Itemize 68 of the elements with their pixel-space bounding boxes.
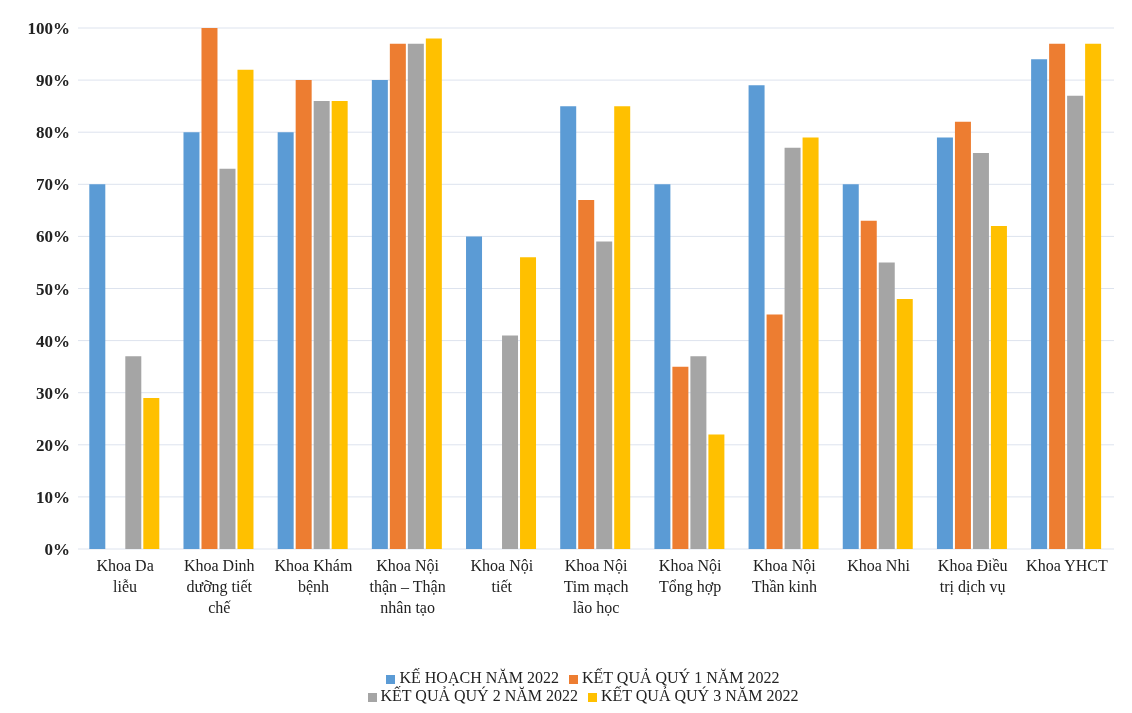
x-tick-label: Khoa Điều trị dịch vụ [937, 557, 1008, 595]
bar [143, 397, 160, 549]
bar [125, 356, 142, 549]
bar [313, 100, 330, 549]
bar [237, 69, 254, 549]
bar [614, 106, 631, 549]
bar [183, 132, 200, 549]
bar [425, 38, 442, 549]
x-tick-label: Khoa YHCT [1026, 557, 1108, 574]
bar [708, 434, 725, 549]
bar [672, 366, 689, 549]
y-tick-label: 80% [36, 123, 70, 143]
bar [389, 43, 406, 549]
bar [407, 43, 424, 549]
bar [201, 28, 218, 549]
y-tick-label: 40% [36, 331, 70, 351]
bar [520, 257, 537, 549]
bar [972, 153, 989, 549]
legend-label: KẾT QUẢ QUÝ 2 NĂM 2022 [380, 687, 578, 704]
bar [860, 220, 877, 549]
y-tick-label: 20% [36, 435, 70, 455]
bar [596, 241, 613, 549]
y-tick-label: 0% [44, 540, 70, 560]
y-tick-label: 10% [36, 487, 70, 507]
bar [1067, 95, 1084, 549]
legend-label: KẾT QUẢ QUÝ 3 NĂM 2022 [601, 687, 799, 704]
bar [896, 298, 913, 549]
bar [690, 356, 707, 549]
bar [295, 80, 312, 549]
y-tick-label: 100% [27, 19, 70, 39]
bar [502, 335, 519, 549]
bar [331, 100, 348, 549]
bar [560, 106, 577, 549]
bar [219, 168, 236, 549]
y-tick-label: 60% [36, 227, 70, 247]
bar [990, 225, 1007, 549]
y-tick-label: 90% [36, 71, 70, 91]
bar [766, 314, 783, 549]
x-tick-label: Khoa Nhi [847, 557, 911, 574]
bar [654, 184, 671, 549]
bar [748, 85, 765, 549]
bar [371, 80, 388, 549]
bar [578, 199, 595, 549]
bar [802, 137, 819, 549]
x-tick-label: Khoa Nội tiết [470, 557, 534, 595]
x-tick-label: Khoa Khám bệnh [274, 557, 353, 595]
y-tick-label: 50% [36, 279, 70, 299]
x-tick-label: Khoa Da liễu [96, 557, 154, 595]
bar [936, 137, 953, 549]
bar [842, 184, 859, 549]
bar [89, 184, 106, 549]
x-tick-label: Khoa Nội Tim mạch lão học [563, 557, 629, 616]
y-tick-label: 30% [36, 383, 70, 403]
x-tick-label: Khoa Nội Tổng hợp [658, 557, 723, 596]
bar [1085, 43, 1102, 549]
x-tick-label: Khoa Nội thận – Thận nhân tạo [369, 557, 446, 616]
y-tick-label: 70% [36, 175, 70, 195]
x-tick-label: Khoa Dinh dưỡng tiết chế [183, 557, 255, 616]
bar [1031, 59, 1048, 549]
legend-label: KẾT QUẢ QUÝ 1 NĂM 2022 [582, 669, 780, 686]
bar [954, 121, 971, 549]
bar [878, 262, 895, 549]
bar [466, 236, 483, 549]
bar [1049, 43, 1066, 549]
bar [784, 147, 801, 549]
bar [277, 132, 294, 549]
legend-label: KẾ HOẠCH NĂM 2022 [399, 669, 560, 686]
x-tick-label: Khoa Nội Thần kinh [751, 557, 818, 595]
